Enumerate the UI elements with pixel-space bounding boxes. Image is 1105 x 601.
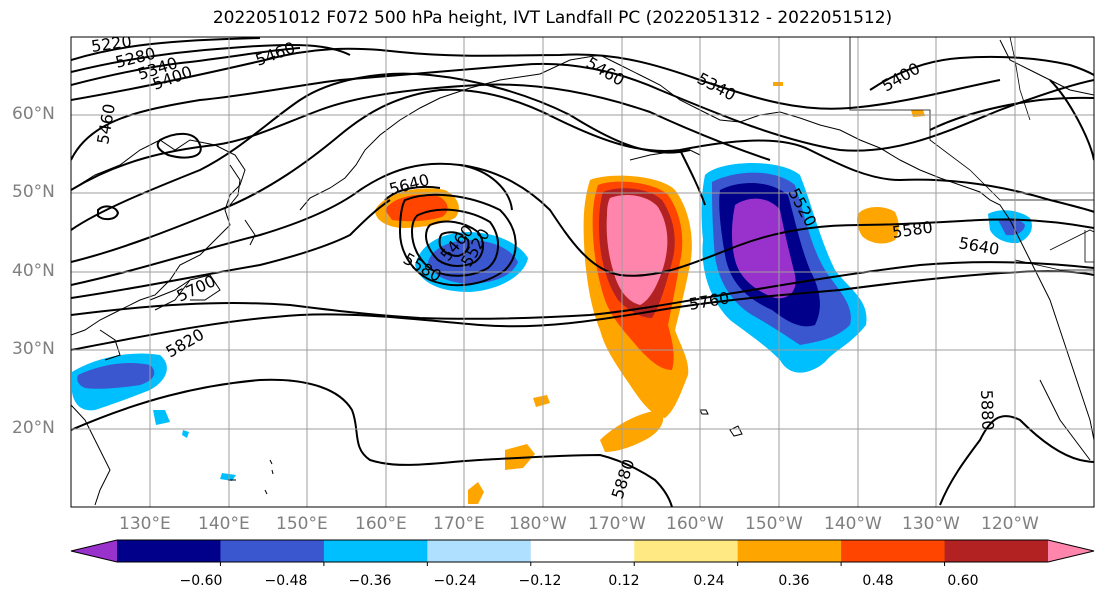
graticule (71, 37, 1094, 507)
colorbar-tick-label: −0.36 (348, 573, 392, 589)
lon-label: 120°W (981, 514, 1039, 534)
contour-label: 5460 (253, 38, 298, 70)
colorbar-extend-min (71, 540, 117, 562)
lon-label: 140°E (198, 514, 250, 534)
colorbar-tick-label: −0.12 (518, 573, 562, 589)
contour-label: 5820 (163, 325, 208, 362)
colorbar-tick-label: −0.60 (179, 573, 223, 589)
colorbar-tick-label: 0.48 (862, 573, 894, 589)
lat-label: 60°N (12, 104, 55, 124)
colorbar-segment (117, 540, 221, 562)
colorbar-segment (220, 540, 325, 562)
colorbar-segment (634, 540, 739, 562)
lat-label: 30°N (12, 339, 55, 359)
colorbar-segment (530, 540, 635, 562)
colorbar-outline (70, 539, 1095, 563)
colorbar-tick-label: −0.24 (433, 573, 477, 589)
contour-label: 5880 (608, 457, 639, 502)
colorbar-segment (841, 540, 946, 562)
lon-label: 170°W (588, 514, 646, 534)
lat-label: 20°N (12, 418, 55, 438)
colorbar (70, 539, 1095, 566)
contour-label: 5220 (90, 31, 133, 55)
map-frame (70, 36, 1095, 508)
height-contours (71, 37, 1094, 507)
colorbar-tick-label: 0.60 (947, 573, 979, 589)
lon-label: 160°E (355, 514, 407, 534)
lon-label: 150°W (745, 514, 803, 534)
colorbar-segment (323, 540, 428, 562)
colorbar-tick-label: −0.48 (264, 573, 308, 589)
lon-label: 160°W (666, 514, 724, 534)
lon-label: 150°E (276, 514, 328, 534)
ivt-positive-fill (375, 82, 925, 504)
contour-label: 5400 (879, 59, 924, 96)
colorbar-extend-max (1048, 540, 1094, 562)
contour-label: 5640 (957, 233, 1000, 259)
colorbar-tick-label: 0.36 (778, 573, 810, 589)
colorbar-tick-label: 0.12 (608, 573, 640, 589)
lon-label: 180°W (509, 514, 567, 534)
contour-label: 5340 (694, 69, 739, 105)
colorbar-segment (737, 540, 842, 562)
contour-label: 5880 (977, 389, 997, 430)
contour-label: 5460 (93, 102, 119, 145)
lon-label: 140°W (824, 514, 882, 534)
colorbar-segment (944, 540, 1049, 562)
map-title: 2022051012 F072 500 hPa height, IVT Land… (212, 8, 893, 28)
lon-label: 130°W (902, 514, 960, 534)
colorbar-tick-label: 0.24 (693, 573, 725, 589)
lon-label: 130°E (119, 514, 171, 534)
lat-label: 50°N (12, 182, 55, 202)
colorbar-segment (427, 540, 532, 562)
lon-label: 170°E (433, 514, 485, 534)
lat-label: 40°N (12, 261, 55, 281)
